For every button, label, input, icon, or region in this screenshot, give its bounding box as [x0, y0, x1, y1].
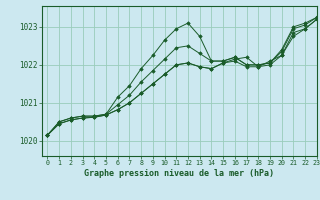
X-axis label: Graphe pression niveau de la mer (hPa): Graphe pression niveau de la mer (hPa)	[84, 169, 274, 178]
